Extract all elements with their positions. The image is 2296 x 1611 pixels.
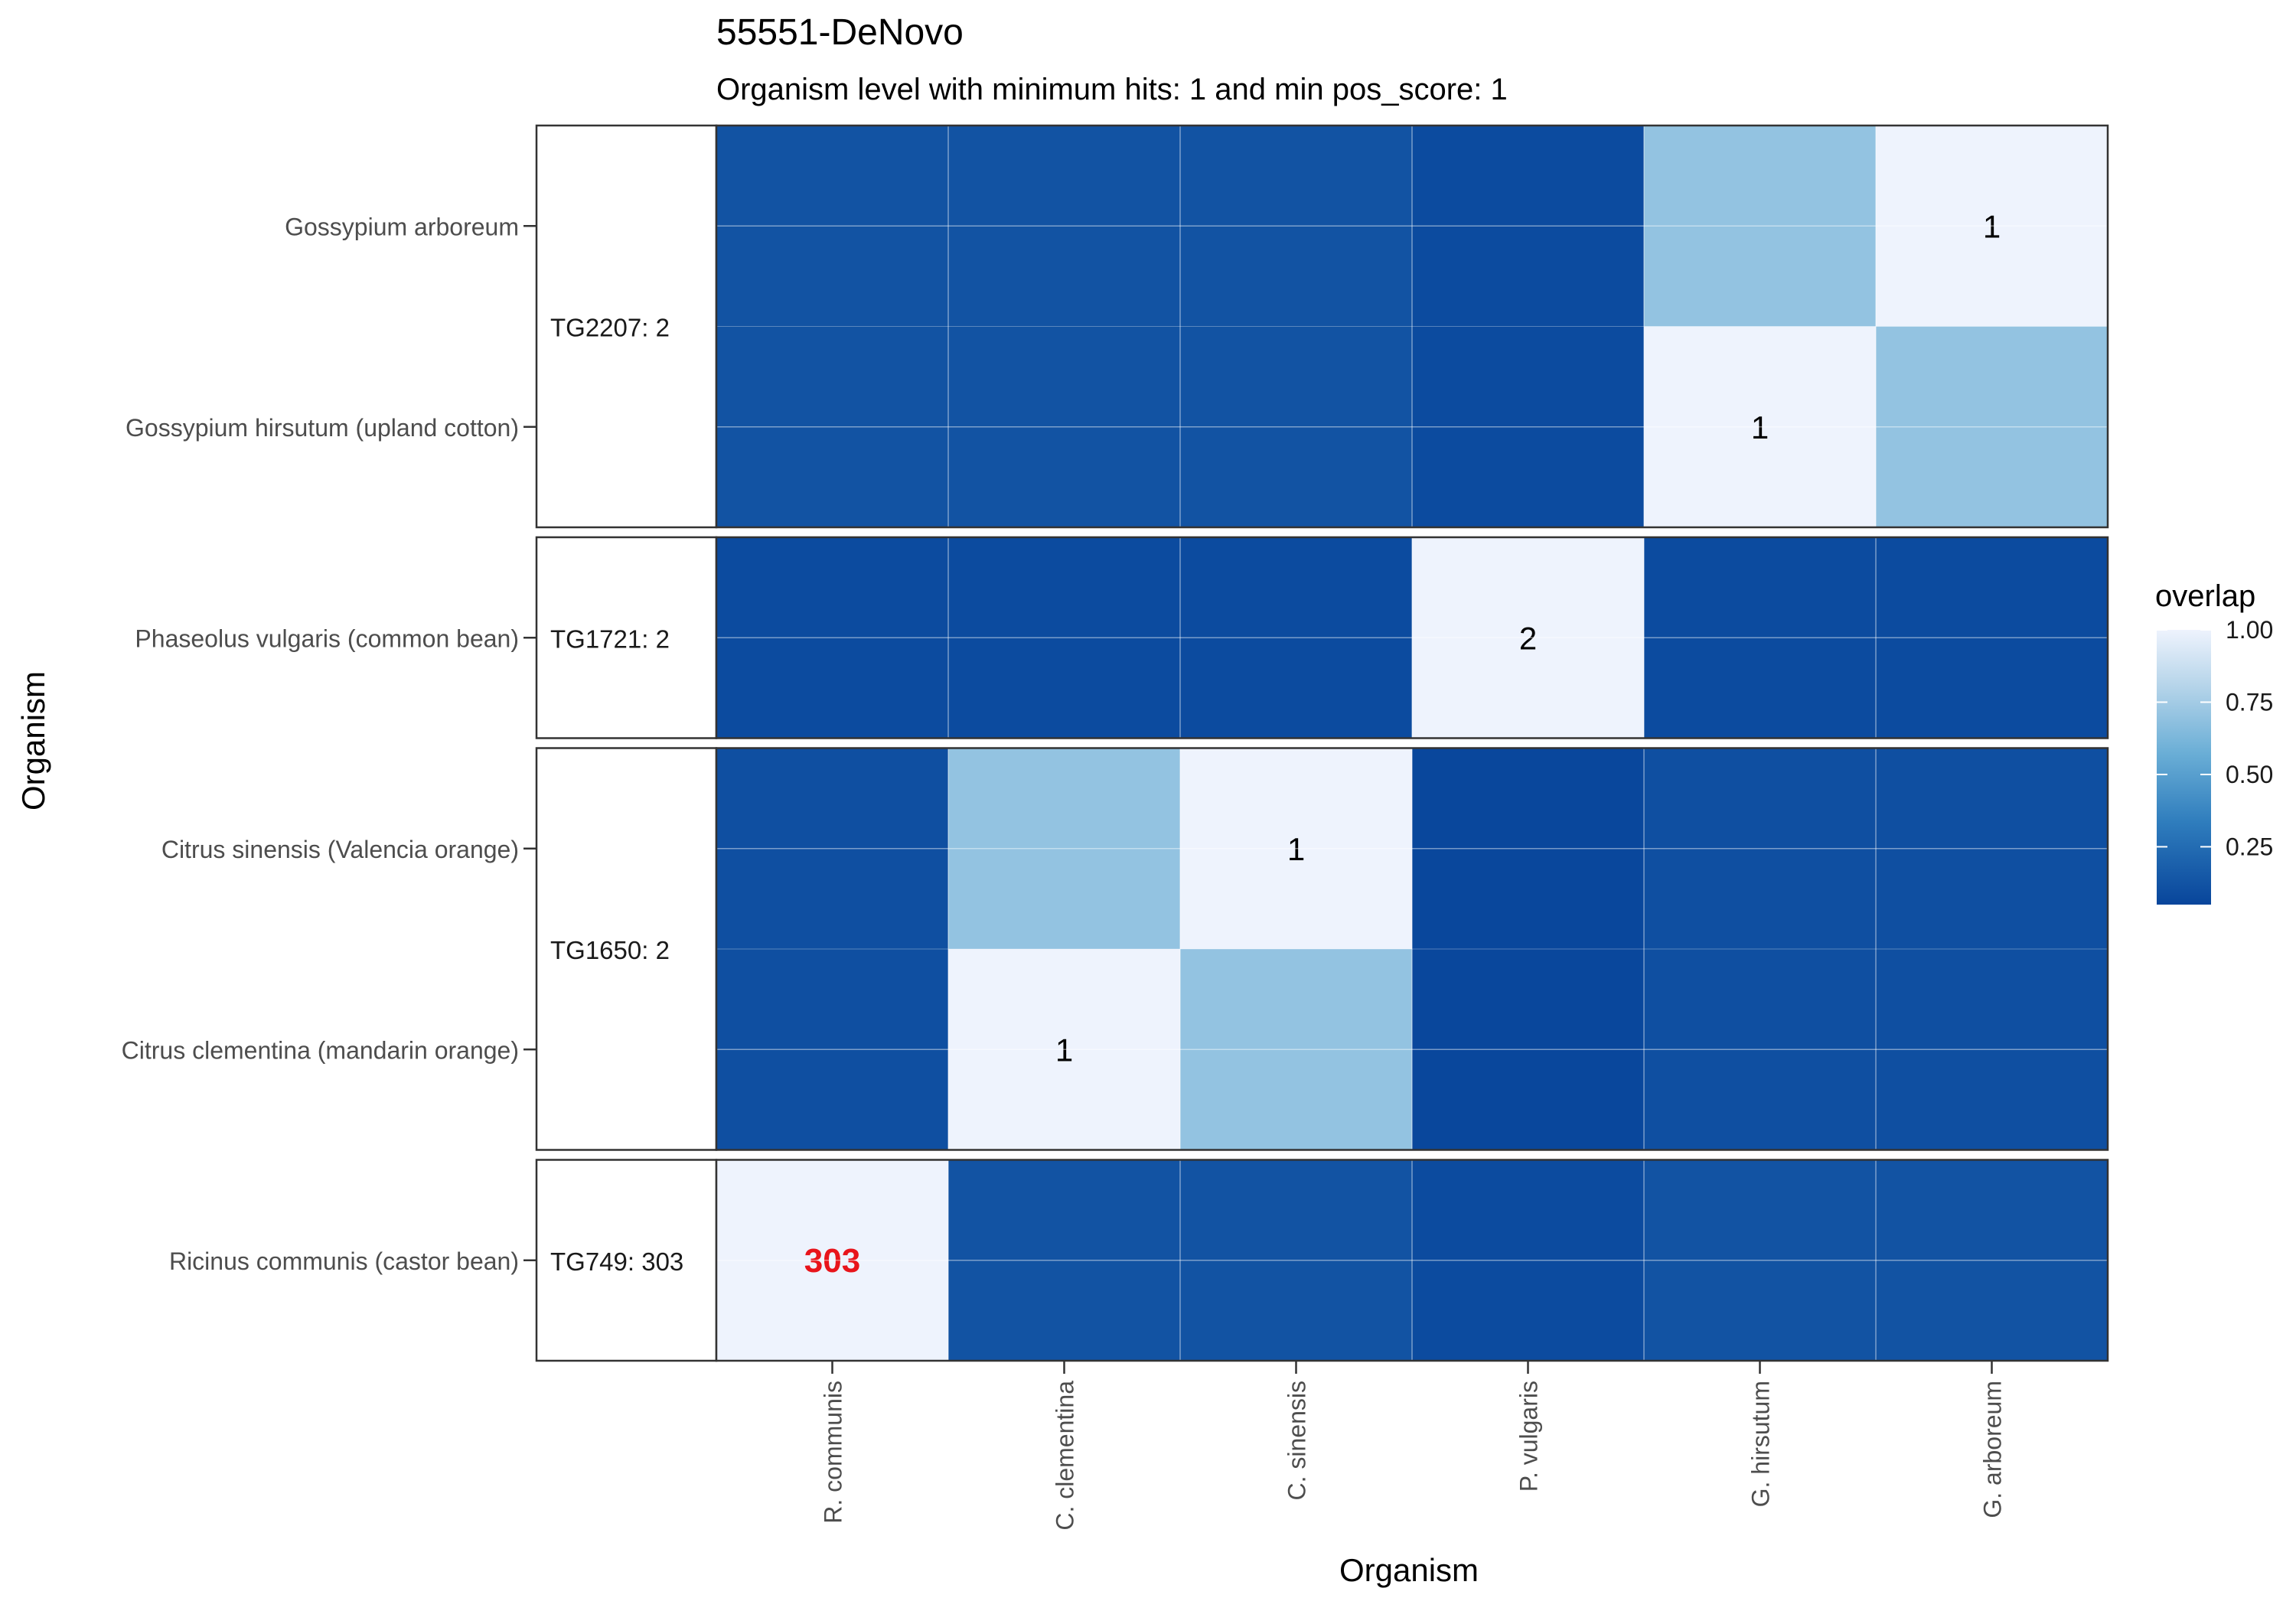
heatmap-cell [1412, 949, 1645, 1150]
cell-value-label: 1 [1287, 831, 1305, 867]
heatmap-cell [1412, 537, 1645, 739]
heatmap-cell [1876, 1159, 2108, 1362]
heatmap-cell [716, 949, 949, 1150]
heatmap-cell [948, 126, 1181, 327]
heatmap-cell [716, 126, 949, 327]
heatmap-cell [716, 537, 949, 739]
y-tick-label: Phaseolus vulgaris (common bean) [135, 625, 519, 652]
heatmap-cell [1876, 949, 2108, 1150]
legend-tick-label: 0.25 [2226, 833, 2273, 860]
heatmap-cell [1876, 326, 2108, 528]
facet-strip [535, 536, 718, 739]
legend-tick-label: 1.00 [2226, 616, 2273, 644]
heatmap-cell [1180, 537, 1413, 739]
heatmap-cell [716, 748, 949, 950]
facet-panel: TG1721: 2 2 Phaseolus vulgaris (common bea… [135, 536, 2109, 739]
heatmap-cell [1644, 748, 1877, 950]
chart-title: 55551-DeNovo [716, 12, 964, 53]
heatmap-cell [1180, 748, 1413, 950]
heatmap-cell [948, 1159, 1181, 1362]
heatmap-cell [1644, 949, 1877, 1150]
facet-strip [535, 124, 718, 529]
heatmap-cell [1644, 326, 1877, 528]
cell-value-label: 1 [1055, 1032, 1073, 1068]
heatmap-cell [1644, 1159, 1877, 1362]
heatmap-cell [1876, 126, 2108, 327]
x-tick-label: C. clementina [1052, 1381, 1079, 1531]
heatmap-cell [1180, 326, 1413, 528]
heatmap-cell [1644, 537, 1877, 739]
heatmap-cell [1180, 1159, 1413, 1362]
heatmap-cell [716, 1159, 949, 1362]
y-tick-label: Gossypium arboreum [285, 213, 519, 240]
heatmap-cell [1180, 126, 1413, 327]
facet-strip [535, 747, 718, 1151]
x-tick-label: G. arboreum [1979, 1381, 2007, 1518]
panel-border [715, 124, 2109, 529]
x-tick-label: C. sinensis [1283, 1381, 1311, 1501]
heatmap-cell [716, 326, 949, 528]
facet-panel: TG2207: 2 1 Gossypium arboreum 1 Gossypium h… [126, 124, 2109, 529]
legend-tick-label: 0.75 [2226, 688, 2273, 716]
cell-value-label: 1 [1751, 409, 1769, 445]
x-tick-label: R. communis [820, 1381, 847, 1524]
facet-panel: TG749: 303 303 Ricinus communis (castor be… [169, 1159, 2109, 1362]
heatmap-cell [948, 748, 1181, 950]
facet-strip-label: TG2207: 2 [550, 314, 670, 342]
heatmap-cell [1876, 748, 2108, 950]
heatmap-cell [1412, 126, 1645, 327]
facet-strip-label: TG749: 303 [550, 1247, 683, 1276]
legend-title: overlap [2155, 579, 2255, 613]
heatmap-cell [1412, 1159, 1645, 1362]
panel-border [715, 747, 2109, 1151]
y-tick-label: Ricinus communis (castor bean) [169, 1247, 519, 1275]
cell-value-label: 303 [804, 1242, 860, 1280]
x-tick-label: P. vulgaris [1515, 1381, 1543, 1492]
y-axis-title: Organism [15, 671, 51, 810]
facet-strip-label: TG1721: 2 [550, 625, 670, 653]
y-tick-label: Citrus sinensis (Valencia orange) [161, 836, 519, 863]
chart-subtitle: Organism level with minimum hits: 1 and … [716, 73, 1508, 106]
legend-ticks: 0.25 0.50 0.75 1.00 [2157, 616, 2273, 860]
legend-colorbar [2157, 630, 2211, 905]
panel-border [715, 1159, 2109, 1362]
heatmap-cell [948, 949, 1181, 1150]
y-tick-label: Citrus clementina (mandarin orange) [122, 1036, 519, 1064]
legend-tick-label: 0.50 [2226, 761, 2273, 788]
cell-value-label: 2 [1519, 620, 1537, 656]
panel-border [715, 536, 2109, 739]
heatmap-cell [948, 537, 1181, 739]
heatmap-cell [1412, 748, 1645, 950]
x-tick-label: G. hirsutum [1747, 1381, 1775, 1507]
heatmap-cell [1644, 126, 1877, 327]
cell-value-label: 1 [1983, 208, 2001, 244]
heatmap-cell [1412, 326, 1645, 528]
heatmap-cell [1180, 949, 1413, 1150]
facet-strip-label: TG1650: 2 [550, 936, 670, 964]
y-tick-label: Gossypium hirsutum (upland cotton) [126, 414, 519, 442]
color-legend: overlap 0.25 0.50 0.75 1.00 [2155, 579, 2273, 905]
facet-panel: TG1650: 2 1 Citrus sinensis (Valencia oran… [122, 747, 2109, 1151]
x-axis-ticks: R. communis C. clementina C. sinensis P. vu… [820, 1361, 2007, 1531]
heatmap-cell [1876, 537, 2108, 739]
x-axis-title: Organism [1339, 1552, 1479, 1588]
facet-strip [535, 1159, 718, 1362]
heatmap-cell [948, 326, 1181, 528]
heatmap-panels: TG2207: 2 1 Gossypium arboreum 1 Gossypium h… [122, 124, 2109, 1362]
